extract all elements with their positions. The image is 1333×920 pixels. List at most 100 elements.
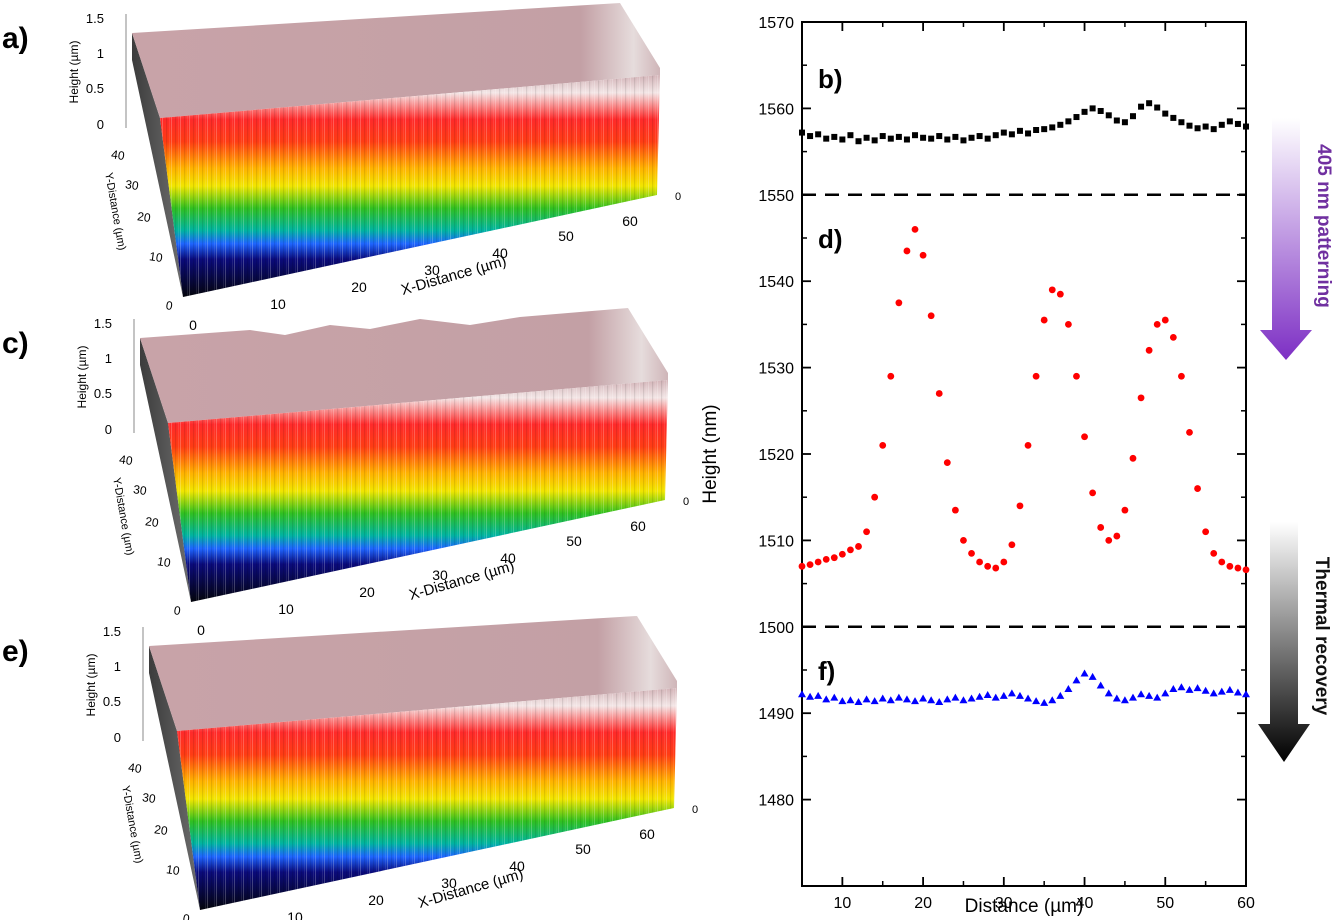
y-tick-label: 1510: [758, 533, 794, 550]
data-point: [1016, 127, 1023, 134]
z-tick-label: 0.5: [103, 694, 121, 709]
data-point: [1202, 123, 1209, 130]
plot-frame: [801, 21, 1247, 887]
data-point: [846, 696, 855, 704]
data-point: [1104, 689, 1113, 697]
data-point: [887, 135, 894, 142]
data-point: [1032, 697, 1041, 705]
x-tick-label: 40: [492, 245, 508, 261]
y-tick-label: 20: [153, 822, 168, 838]
data-point: [1234, 564, 1242, 572]
data-point: [1145, 346, 1153, 354]
data-point: [951, 506, 959, 514]
data-point: [1048, 286, 1056, 294]
y-tick-label: 0: [173, 603, 182, 618]
y-end-tick-label: 0: [692, 804, 698, 816]
data-point: [886, 696, 895, 704]
data-point: [1073, 372, 1080, 380]
data-point: [1233, 688, 1242, 696]
y-tick-label: 40: [110, 147, 125, 163]
data-point: [878, 694, 887, 702]
afm-panel-3: e) 1.5 1 0.5 0 Height (µm) 40 30 20 10 0 Y-Distance…: [2, 616, 698, 920]
surface-top: [149, 616, 677, 731]
data-point: [1210, 549, 1218, 557]
data-point: [911, 697, 920, 705]
surface-top: [132, 3, 660, 118]
data-point: [1088, 672, 1097, 680]
x-tick-label: 10: [287, 909, 303, 920]
y-tick-label: 20: [136, 209, 151, 225]
series: [798, 669, 1250, 706]
data-point: [903, 247, 911, 255]
thermal-recovery-label: Thermal recovery: [1311, 557, 1332, 716]
data-point: [1112, 694, 1121, 702]
data-point: [1153, 693, 1162, 701]
z-tick-label: 0: [105, 422, 112, 437]
z-tick-label: 1.5: [94, 316, 112, 331]
data-point: [911, 225, 919, 233]
data-point: [927, 696, 936, 704]
data-point: [1007, 689, 1016, 697]
x-tick-label: 60: [1237, 895, 1255, 912]
x-tick-label: 40: [509, 858, 525, 874]
data-point: [798, 562, 806, 570]
data-point: [976, 133, 983, 140]
data-point: [1089, 105, 1096, 112]
data-point: [920, 134, 927, 141]
data-point: [1242, 566, 1250, 574]
data-point: [1080, 669, 1089, 677]
data-point: [935, 697, 944, 705]
data-point: [814, 691, 823, 699]
series: [799, 100, 1249, 145]
data-point: [831, 133, 838, 140]
z-axis-label: Height (µm): [67, 41, 81, 104]
data-point: [919, 694, 928, 702]
block-side-face: [140, 338, 191, 602]
data-point: [1169, 685, 1178, 693]
data-point: [1121, 119, 1128, 126]
y-tick-label: 30: [124, 177, 139, 193]
y-tick-label: 10: [156, 554, 171, 570]
subplot-label: d): [818, 224, 843, 254]
data-point: [879, 441, 887, 449]
data-point: [1064, 685, 1073, 693]
data-point: [967, 694, 976, 702]
data-point: [1065, 321, 1072, 328]
data-point: [830, 554, 838, 562]
data-point: [902, 695, 911, 703]
data-point: [895, 133, 902, 140]
data-point: [991, 693, 1000, 701]
data-point: [854, 697, 863, 705]
data-point: [1137, 394, 1145, 402]
data-point: [1161, 689, 1170, 697]
data-point: [1177, 683, 1186, 691]
data-point: [887, 372, 895, 380]
data-point: [806, 692, 815, 700]
panel-label: e): [2, 635, 29, 668]
data-point: [1129, 454, 1137, 462]
data-point: [1185, 685, 1194, 693]
data-point: [992, 132, 999, 139]
data-point: [830, 693, 839, 701]
data-point: [1065, 118, 1072, 125]
data-point: [855, 543, 862, 550]
x-tick-label: 10: [270, 296, 286, 312]
data-point: [1129, 113, 1136, 120]
surface-streaks: [168, 380, 668, 602]
data-point: [1169, 333, 1177, 341]
data-point: [1146, 100, 1153, 107]
thermal-recovery-arrow: [1258, 522, 1310, 762]
x-tick-label: 30: [424, 262, 440, 278]
data-point: [1242, 690, 1250, 698]
data-point: [863, 528, 870, 536]
data-point: [1121, 506, 1129, 514]
data-point: [1178, 372, 1185, 380]
x-tick-label: 50: [575, 841, 591, 857]
data-point: [1096, 681, 1105, 689]
data-point: [1161, 316, 1169, 324]
data-point: [1210, 126, 1217, 133]
y-axis-label: Height (nm): [700, 404, 721, 503]
data-point: [1040, 316, 1048, 324]
data-point: [984, 135, 991, 142]
patterning-label: 405 nm patterning: [1313, 144, 1333, 308]
